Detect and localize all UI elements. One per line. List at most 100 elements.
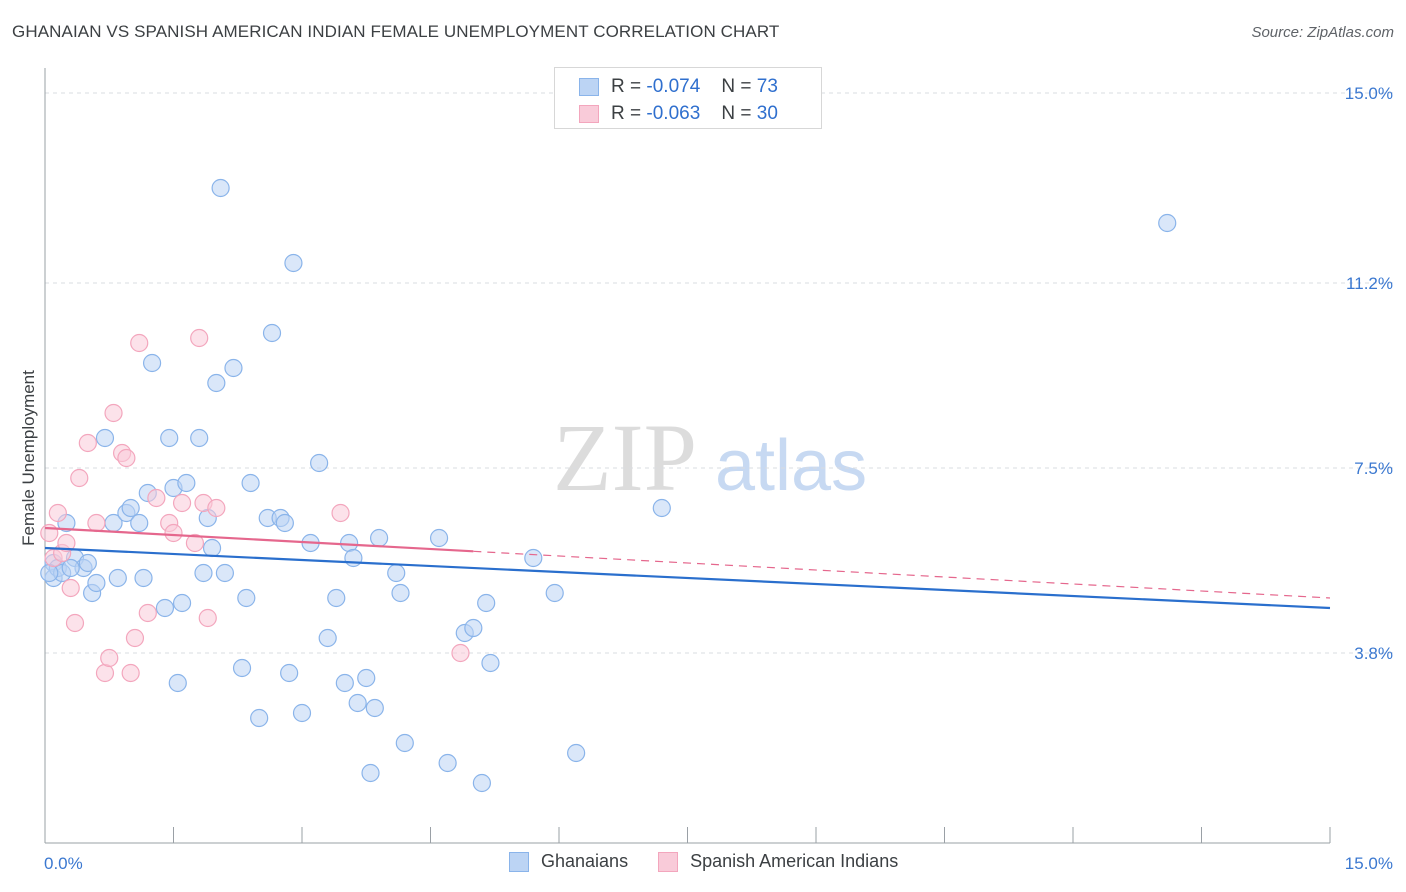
data-point: [125, 628, 145, 648]
data-point: [237, 588, 256, 608]
data-point: [335, 673, 354, 693]
tick-labels: 0.0% 15.0% 3.8% 7.5% 11.2% 15.0%: [44, 84, 1393, 873]
data-point: [121, 663, 140, 683]
data-point: [95, 663, 115, 683]
data-point: [340, 533, 359, 553]
data-point: [361, 763, 380, 783]
data-point: [292, 703, 312, 723]
data-point: [164, 523, 183, 543]
series-ghanaians-points: [40, 178, 1177, 793]
data-point: [357, 668, 376, 688]
data-point: [168, 673, 187, 693]
data-point: [524, 548, 543, 568]
data-point: [40, 563, 59, 583]
watermark-zip: ZIP: [553, 404, 697, 511]
n-value: 30: [756, 103, 778, 124]
data-point: [207, 498, 226, 518]
data-point: [348, 693, 367, 713]
data-point: [121, 498, 140, 518]
stats-legend: R = -0.074 N = 73 R = -0.063 N = 30: [554, 67, 822, 129]
data-point: [1158, 213, 1177, 233]
watermark: ZIP atlas: [553, 404, 867, 511]
data-point: [190, 428, 209, 448]
data-point: [57, 533, 76, 553]
data-point: [207, 373, 226, 393]
ghanaians-legend-swatch-icon: [509, 851, 529, 872]
data-point: [652, 498, 671, 518]
data-point: [198, 608, 217, 628]
data-point: [61, 558, 80, 578]
data-point: [202, 538, 222, 558]
legend-label-ghanaians: Ghanaians: [541, 851, 629, 871]
data-point: [464, 618, 483, 638]
stats-legend-row-ghanaians: R = -0.074 N = 73: [579, 75, 778, 99]
data-point: [104, 403, 123, 423]
data-point: [567, 743, 586, 763]
data-point: [451, 643, 470, 663]
data-point: [284, 253, 303, 273]
series-spanish-american-indians-points: [40, 328, 470, 683]
spanish-american-indians-legend-swatch-icon: [658, 851, 679, 872]
data-points: [40, 178, 1177, 793]
data-point: [130, 333, 149, 353]
legend-item-spanish-american-indians[interactable]: Spanish American Indians: [658, 851, 898, 872]
data-point: [177, 473, 196, 493]
data-point: [331, 503, 350, 523]
legend-item-ghanaians[interactable]: Ghanaians: [509, 851, 628, 872]
n-label: N =: [721, 103, 752, 124]
data-point: [395, 733, 414, 753]
x-tick-label-left: 0.0%: [44, 854, 83, 873]
data-point: [100, 648, 119, 668]
n-value: 73: [756, 76, 778, 97]
data-point: [327, 588, 346, 608]
data-point: [61, 578, 80, 598]
chart-title: GHANAIAN VS SPANISH AMERICAN INDIAN FEMA…: [12, 22, 780, 41]
spanish-american-indians-swatch-icon: [579, 105, 599, 123]
data-point: [147, 488, 166, 508]
n-label: N =: [721, 76, 752, 97]
data-point: [87, 513, 106, 533]
data-point: [160, 428, 179, 448]
data-point: [142, 353, 162, 373]
stats-legend-row-spanish-american-indians: R = -0.063 N = 30: [579, 102, 778, 126]
y-tick-label: 7.5%: [1354, 459, 1393, 478]
data-point: [391, 583, 410, 603]
trend-line-ghanaians: [44, 546, 1331, 610]
data-point: [134, 568, 153, 588]
data-point: [117, 448, 136, 468]
ghanaians-swatch-icon: [579, 78, 599, 96]
data-point: [190, 328, 209, 348]
data-point: [87, 573, 106, 593]
data-point: [262, 323, 282, 343]
data-point: [185, 533, 205, 553]
data-point: [78, 553, 97, 573]
data-point: [232, 658, 252, 678]
data-point: [310, 453, 329, 473]
data-point: [172, 593, 192, 613]
data-point: [224, 358, 243, 378]
r-label: R =: [611, 103, 642, 124]
data-point: [477, 593, 496, 613]
data-point: [130, 513, 149, 533]
data-point: [95, 428, 115, 448]
r-value: -0.063: [646, 103, 701, 124]
data-point: [429, 528, 449, 548]
gridlines: [45, 92, 1393, 654]
data-point: [211, 178, 230, 198]
data-point: [108, 568, 127, 588]
data-point: [472, 773, 491, 793]
data-point: [365, 698, 384, 718]
data-point: [241, 473, 260, 493]
trend-lines: [44, 526, 1331, 610]
data-point: [172, 493, 192, 513]
axes: [44, 68, 1331, 844]
data-point: [318, 628, 337, 648]
data-point: [275, 513, 294, 533]
chart-source: Source: ZipAtlas.com: [1251, 24, 1394, 41]
data-point: [215, 563, 234, 583]
y-tick-label: 3.8%: [1354, 644, 1393, 663]
data-point: [370, 528, 389, 548]
data-point: [481, 653, 500, 673]
data-point: [155, 598, 175, 618]
